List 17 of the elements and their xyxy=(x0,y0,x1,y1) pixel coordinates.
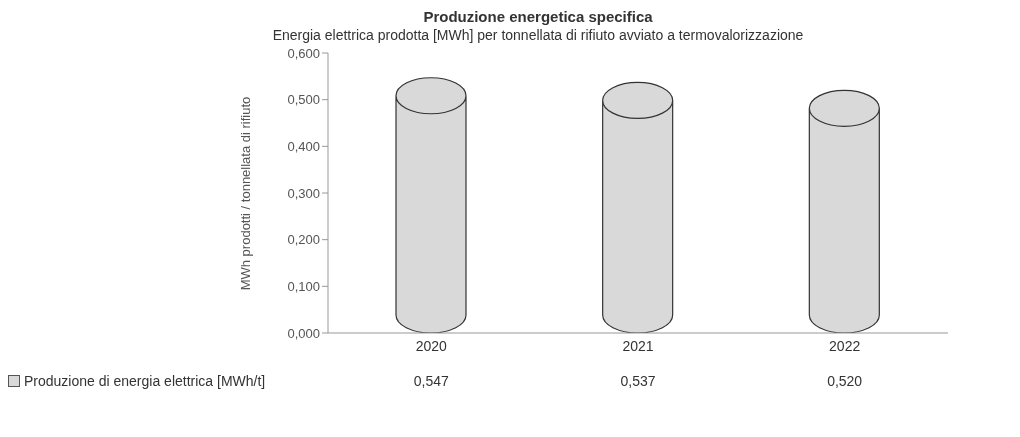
y-tick-label: 0,400 xyxy=(287,138,320,154)
y-tick-label: 0,600 xyxy=(287,45,320,61)
y-tick-label: 0,500 xyxy=(287,92,320,108)
x-tick-label: 2022 xyxy=(829,337,861,354)
chart-subtitle: Energia elettrica prodotta [MWh] per tonnellata di rifiuto avviato a termovalorizzazione xyxy=(271,27,805,43)
y-tick-label: 0,100 xyxy=(287,278,320,294)
x-tick-label: 2020 xyxy=(415,337,448,354)
y-tick-label: 0,200 xyxy=(287,232,320,248)
y-tick-label: 0,300 xyxy=(287,185,320,201)
y-axis-title: MWh prodotti / tonnellata di rifiuto xyxy=(238,96,254,290)
data-label: 0,547 xyxy=(412,373,450,389)
y-tick-label: 0,000 xyxy=(287,325,320,341)
chart-title: Produzione energetica specifica xyxy=(422,8,654,25)
legend-label: Produzione di energia elettrica [MWh/t] xyxy=(24,373,266,389)
data-label: 0,537 xyxy=(619,373,657,389)
data-label: 0,520 xyxy=(826,373,864,389)
x-tick-label: 2021 xyxy=(622,337,654,354)
